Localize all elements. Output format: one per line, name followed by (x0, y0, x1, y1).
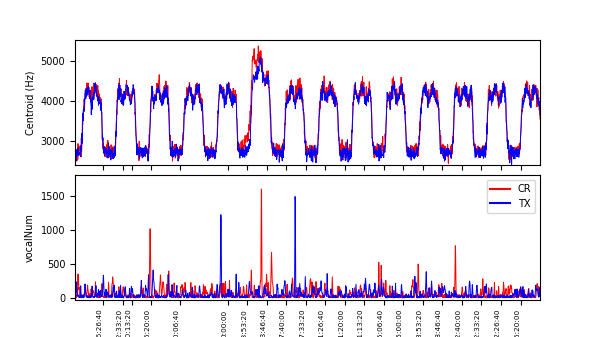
TX (71, 149, 79, 153)
TX (536, 295, 544, 299)
TX (298, 94, 305, 98)
CR (438, 144, 445, 148)
TX (438, 294, 445, 298)
TX (438, 146, 445, 150)
Y-axis label: Centroid (Hz): Centroid (Hz) (25, 70, 35, 135)
CR (523, 82, 530, 86)
Y-axis label: vocalNum: vocalNum (25, 213, 35, 262)
CR (467, 296, 475, 300)
Line: CR: CR (75, 189, 540, 298)
Line: TX: TX (75, 196, 540, 298)
TX (523, 87, 530, 91)
CR (445, 161, 452, 165)
TX (285, 294, 292, 298)
CR (258, 187, 265, 191)
CR (523, 295, 530, 299)
CR (536, 293, 544, 297)
CR (286, 93, 293, 97)
CR (255, 44, 262, 48)
TX (95, 94, 103, 98)
CR (95, 94, 103, 98)
CR (71, 295, 79, 299)
TX (286, 95, 293, 99)
CR (298, 294, 305, 298)
TX (298, 292, 305, 296)
TX (536, 113, 544, 117)
Line: CR: CR (75, 46, 540, 163)
TX (523, 91, 530, 95)
TX (95, 288, 103, 292)
CR (298, 83, 305, 87)
TX (292, 194, 299, 198)
TX (508, 162, 515, 166)
TX (460, 296, 467, 300)
TX (257, 55, 264, 59)
CR (438, 289, 445, 294)
TX (71, 295, 79, 299)
TX (523, 295, 530, 299)
TX (523, 296, 530, 300)
CR (523, 296, 530, 300)
Legend: CR, TX: CR, TX (487, 180, 535, 213)
CR (286, 294, 293, 298)
CR (95, 295, 103, 299)
CR (536, 117, 544, 121)
CR (523, 79, 530, 83)
Line: TX: TX (75, 57, 540, 164)
CR (71, 145, 79, 149)
